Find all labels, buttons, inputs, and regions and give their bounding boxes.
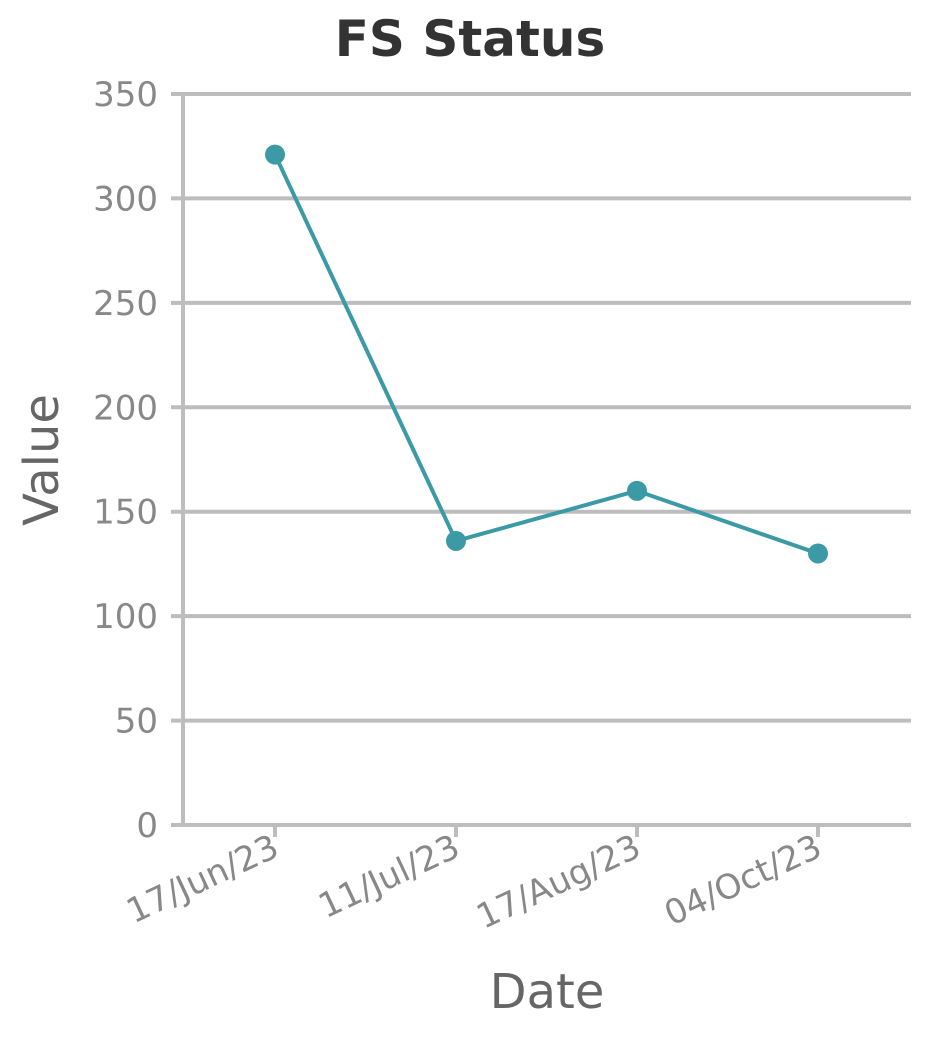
chart-title: FS Status bbox=[335, 10, 605, 68]
x-axis-title: Date bbox=[490, 964, 605, 1020]
y-tick-label: 350 bbox=[93, 75, 158, 115]
x-tick-label: 17/Aug/23 bbox=[471, 827, 647, 938]
data-point bbox=[446, 530, 466, 551]
series-line bbox=[273, 153, 819, 556]
x-tick-label: 11/Jul/23 bbox=[313, 827, 466, 927]
y-tick-label: 50 bbox=[115, 702, 158, 742]
axes bbox=[171, 93, 911, 827]
x-tick-labels: 17/Jun/23 11/Jul/23 17/Aug/23 04/Oct/23 bbox=[121, 825, 828, 937]
y-tick-label: 0 bbox=[136, 806, 158, 846]
gridlines bbox=[171, 92, 911, 723]
data-point bbox=[627, 480, 647, 501]
y-tick-labels: 0 50 100 150 200 250 300 350 bbox=[93, 75, 158, 846]
y-axis-title: Value bbox=[14, 394, 70, 526]
y-tick-label: 300 bbox=[93, 179, 158, 219]
y-tick-label: 200 bbox=[93, 388, 158, 428]
x-tick-label: 04/Oct/23 bbox=[658, 827, 827, 934]
data-point bbox=[265, 144, 285, 165]
y-tick-label: 250 bbox=[93, 284, 158, 324]
y-tick-label: 100 bbox=[93, 597, 158, 637]
series bbox=[265, 144, 828, 564]
y-tick-label: 150 bbox=[93, 493, 158, 533]
data-point bbox=[808, 543, 828, 564]
